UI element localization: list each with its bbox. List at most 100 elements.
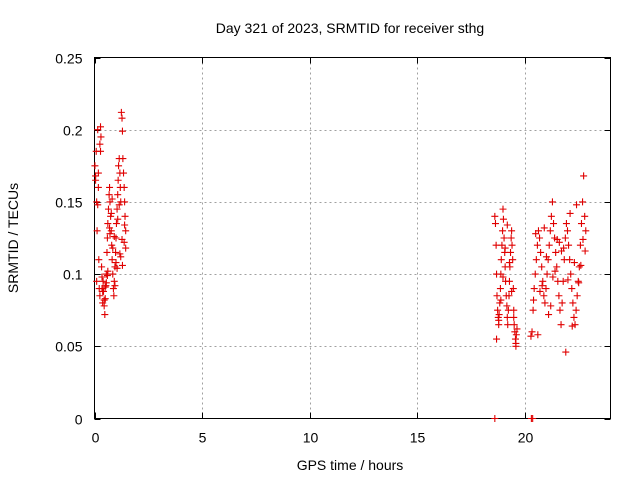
data-point: [566, 209, 574, 217]
data-point: [495, 316, 503, 324]
data-point: [118, 235, 126, 243]
data-point: [499, 205, 507, 213]
data-point: [497, 296, 505, 304]
data-point: [101, 311, 109, 319]
data-point: [110, 233, 118, 241]
data-point: [99, 287, 107, 295]
x-axis-label: GPS time / hours: [297, 457, 404, 473]
data-point: [118, 114, 126, 122]
y-tick-label-4: 0.2: [63, 123, 83, 139]
data-point: [109, 270, 117, 278]
data-point: [496, 299, 504, 307]
data-point: [562, 220, 570, 228]
data-point: [119, 155, 127, 163]
data-point: [112, 234, 120, 242]
data-point: [568, 322, 576, 330]
data-point: [547, 302, 555, 310]
data-point: [565, 241, 573, 249]
data-point: [577, 220, 585, 228]
data-point: [112, 259, 120, 267]
data-point: [112, 220, 120, 228]
data-point: [564, 227, 571, 235]
data-point: [493, 292, 501, 300]
data-point: [509, 256, 517, 264]
data-point: [539, 277, 547, 285]
data-point: [108, 195, 116, 203]
y-tick-label-5: 0.25: [55, 51, 82, 67]
data-point: [504, 321, 512, 329]
data-point: [107, 227, 115, 235]
data-point: [121, 212, 129, 220]
data-point: [559, 277, 567, 285]
data-point: [510, 313, 518, 321]
data-point: [549, 273, 557, 281]
data-point: [573, 201, 581, 209]
data-point: [542, 253, 550, 261]
data-point: [491, 415, 499, 422]
data-point: [569, 299, 577, 307]
data-point: [498, 241, 506, 249]
data-point: [534, 331, 542, 339]
data-point: [501, 244, 509, 252]
data-point: [558, 299, 566, 307]
data-point: [494, 306, 502, 314]
data-point: [503, 302, 511, 310]
data-points: [91, 108, 590, 422]
data-point: [106, 230, 114, 238]
data-point: [497, 256, 505, 264]
data-point: [512, 331, 520, 339]
data-point: [580, 172, 588, 180]
data-point: [122, 244, 130, 252]
data-point: [121, 198, 129, 206]
data-point: [568, 285, 576, 293]
data-point: [572, 306, 580, 314]
data-point: [120, 169, 128, 177]
data-point: [550, 220, 558, 228]
data-point: [101, 295, 109, 303]
data-point: [117, 253, 125, 261]
data-point: [508, 287, 516, 295]
data-point: [108, 256, 116, 264]
data-point: [503, 221, 511, 229]
data-point: [508, 241, 516, 249]
chart-title: Day 321 of 2023, SRMTID for receiver sth…: [216, 20, 484, 36]
data-point: [104, 220, 112, 228]
data-point: [528, 328, 536, 336]
data-point: [509, 285, 517, 293]
x-tick-label-4: 20: [518, 430, 534, 446]
data-point: [513, 325, 521, 333]
y-tick-label-1: 0.05: [55, 339, 82, 355]
data-point: [576, 241, 584, 249]
data-point: [101, 283, 109, 291]
data-point: [507, 234, 515, 242]
data-point: [109, 244, 117, 252]
data-point: [103, 248, 111, 256]
data-point: [538, 263, 546, 271]
data-point: [91, 162, 99, 170]
data-point: [538, 282, 546, 290]
data-point: [573, 292, 581, 300]
data-point: [532, 256, 540, 264]
data-point: [118, 261, 126, 269]
data-point: [561, 234, 569, 242]
data-point: [581, 247, 589, 255]
data-point: [500, 234, 508, 242]
data-point: [102, 279, 110, 287]
data-point: [533, 241, 541, 249]
data-point: [507, 248, 515, 256]
data-point: [97, 147, 105, 155]
data-point: [529, 306, 537, 314]
data-point: [499, 215, 507, 223]
grid-lines: [94, 57, 611, 419]
data-point: [553, 235, 561, 243]
data-point: [97, 133, 105, 141]
data-point: [570, 313, 578, 321]
data-point: [117, 108, 125, 116]
data-point: [546, 227, 554, 235]
y-axis-label: SRMTID / TECUs: [5, 183, 21, 293]
data-point: [547, 212, 555, 220]
data-point: [95, 256, 103, 264]
data-point: [499, 227, 507, 235]
data-point: [106, 183, 114, 191]
